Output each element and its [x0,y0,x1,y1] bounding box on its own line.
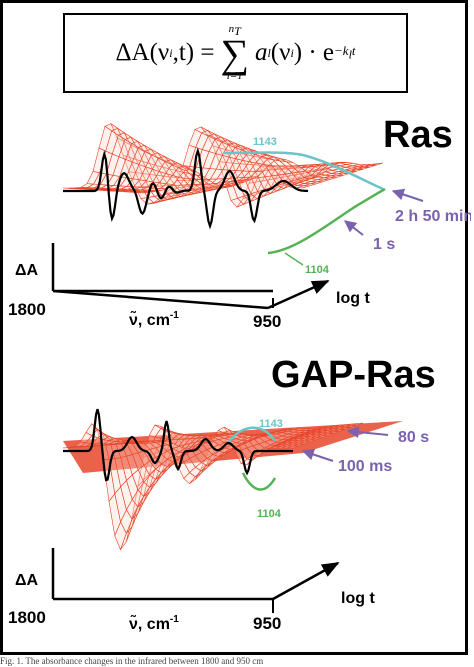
gap-t-axis [272,561,340,601]
ras-time-late: 2 h 50 min [395,208,471,225]
sigma-symbol: ∑ [220,31,249,77]
panel-ras: Ras 1143 1104 2 h 50 min 1 s ΔA 1800 95 [8,114,471,331]
ras-t-axis [267,279,330,310]
eq-lhs-sub: i [169,45,173,60]
mesh-cell [370,162,384,167]
ras-x-label-text: ν̃, cm [129,309,170,329]
eq-lhs: ΔA(ν [115,39,170,66]
eq-term-a: a [254,39,268,66]
gap-x-label: ν̃, cm-1 [129,613,179,633]
ras-x-label-sup: -1 [170,310,179,321]
ras-1104-leader [284,252,304,266]
eq-lhs-rest: ,t) = [172,39,215,66]
eq-sum-top-sub: T [234,24,241,39]
ras-x-label: ν̃, cm-1 [129,309,179,329]
gap-x-label-sup: -1 [170,614,179,625]
ras-1143-contour [222,151,384,191]
gap-x-right: 950 [253,614,281,633]
gap-1143-contour [227,426,277,444]
ras-y-label: ΔA [15,262,39,279]
gap-spectrum-line [63,408,293,482]
ras-peak-1143: 1143 [253,136,277,148]
ras-x-right: 950 [253,312,281,331]
gap-early-arrow [301,448,334,462]
mesh-cell [351,422,364,426]
eq-summation: nT ∑ l=1 [220,22,249,83]
ras-1104-contour [267,187,386,255]
eq-exponent: −klt [334,43,356,63]
gap-t-label: log t [341,590,375,607]
gap-1104-contour [241,472,277,491]
figure-frame: ΔA(ν i ,t) = nT ∑ l=1 a l (ν i ) · e −kl… [0,0,471,655]
panel-gap-ras: GAP-Ras 1143 1104 80 s 100 ms ΔA 1800 95… [8,354,436,633]
ras-x-left: 1800 [8,300,46,319]
gap-time-early: 100 ms [338,458,392,475]
eq-term-nu-sub: i [290,45,294,60]
gap-time-late: 80 s [398,429,429,446]
gap-peak-1143: 1143 [259,418,283,430]
eq-exponent-t: t [351,43,356,59]
gap-x-label-text: ν̃, cm [129,613,170,633]
eq-term-a-sub: l [267,45,271,60]
gap-mesh-surface [62,422,364,551]
gap-x-left: 1800 [8,608,46,627]
equation-box: ΔA(ν i ,t) = nT ∑ l=1 a l (ν i ) · e −kl… [63,13,408,93]
ras-t-label: log t [336,290,370,307]
eq-sum-bottom: l=1 [226,70,243,83]
eq-sum-top: n [228,22,235,35]
spectra-drawing: Ras 1143 1104 2 h 50 min 1 s ΔA 1800 95 [8,114,471,633]
ras-early-arrow [344,220,364,236]
ras-late-arrow [391,188,424,202]
figure-caption: Fig. 1. The absorbance changes in the in… [0,656,264,666]
panel-gap-title: GAP-Ras [271,354,436,396]
gap-peak-1104: 1104 [257,508,282,520]
panel-ras-title: Ras [383,114,453,156]
gap-late-arrow [346,426,389,439]
ras-x-axis [52,289,269,310]
ras-spectrum-line [63,147,309,230]
gap-y-label: ΔA [15,572,39,589]
ras-peak-1104: 1104 [305,264,330,276]
eq-exponent-k: −k [334,43,349,59]
eq-exponent-sub: l [348,47,352,62]
ras-time-early: 1 s [373,236,395,253]
rate-equation: ΔA(ν i ,t) = nT ∑ l=1 a l (ν i ) · e −kl… [65,15,406,91]
eq-term-nu: (ν [270,39,291,66]
eq-term-close: ) · e [293,39,335,66]
